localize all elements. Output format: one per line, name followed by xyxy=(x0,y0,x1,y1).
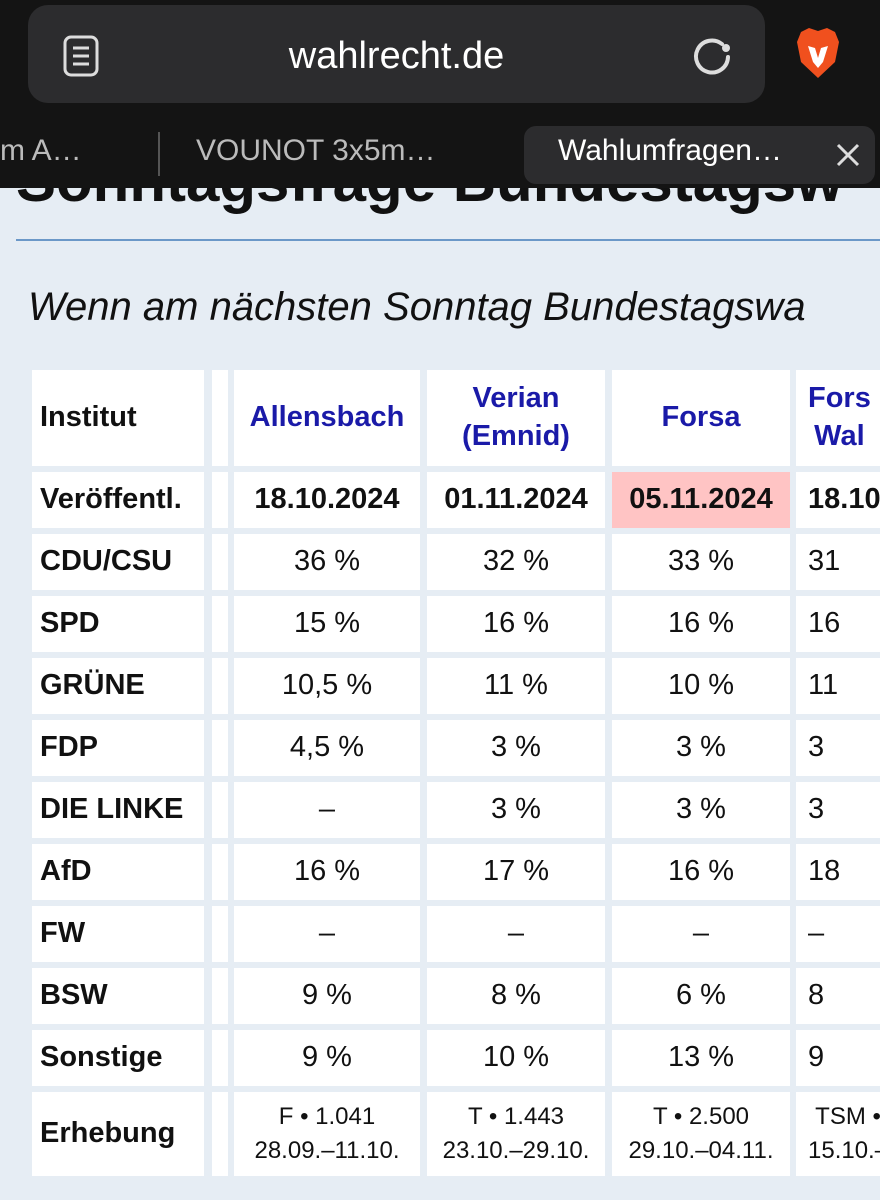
table-cell: 9 % xyxy=(234,968,420,1024)
table-cell: 10 % xyxy=(612,658,790,714)
table-cell: 8 xyxy=(796,968,880,1024)
table-cell: 3 % xyxy=(612,782,790,838)
browser-toolbar: wahlrecht.de m A… VOUNOT 3x5m… Wahlumfra… xyxy=(0,0,880,188)
table-cell: 10 % xyxy=(427,1030,605,1086)
spacer-cell xyxy=(212,370,228,466)
table-cell: 16 % xyxy=(612,596,790,652)
spacer-cell xyxy=(212,968,228,1024)
table-cell: – xyxy=(234,782,420,838)
reader-icon[interactable] xyxy=(62,34,100,78)
spacer-cell xyxy=(212,1030,228,1086)
table-cell: 10,5 % xyxy=(234,658,420,714)
active-tab[interactable]: Wahlumfragen… xyxy=(524,126,875,184)
column-header: Allensbach xyxy=(234,370,420,466)
table-cell: 31 xyxy=(796,534,880,590)
table-cell: TSM • 15.10.– xyxy=(796,1092,880,1176)
table-cell: T • 2.500 29.10.–04.11. xyxy=(612,1092,790,1176)
table-cell: F • 1.041 28.09.–11.10. xyxy=(234,1092,420,1176)
spacer-cell xyxy=(212,596,228,652)
row-label: Sonstige xyxy=(32,1030,204,1086)
table-cell: 18.10.2024 xyxy=(234,472,420,528)
table-cell: – xyxy=(612,906,790,962)
table-cell: 36 % xyxy=(234,534,420,590)
table-cell: 8 % xyxy=(427,968,605,1024)
heading-rule xyxy=(16,239,880,241)
url-text: wahlrecht.de xyxy=(288,35,505,77)
table-cell: 17 % xyxy=(427,844,605,900)
spacer-cell xyxy=(212,472,228,528)
table-cell: 11 xyxy=(796,658,880,714)
table-cell: 18 xyxy=(796,844,880,900)
tab[interactable]: VOUNOT 3x5m… xyxy=(196,134,436,167)
table-cell: 01.11.2024 xyxy=(427,472,605,528)
table-cell: 9 xyxy=(796,1030,880,1086)
table-cell: 15 % xyxy=(234,596,420,652)
row-label: AfD xyxy=(32,844,204,900)
table-cell: – xyxy=(427,906,605,962)
table-cell: – xyxy=(234,906,420,962)
spacer-cell xyxy=(212,658,228,714)
close-tab[interactable] xyxy=(834,141,862,169)
row-label: FW xyxy=(32,906,204,962)
table-cell: 3 % xyxy=(427,782,605,838)
row-label: BSW xyxy=(32,968,204,1024)
table-cell: 3 % xyxy=(427,720,605,776)
table-cell: 33 % xyxy=(612,534,790,590)
row-label: DIE LINKE xyxy=(32,782,204,838)
spacer-cell xyxy=(212,1092,228,1176)
spacer-cell xyxy=(212,534,228,590)
tab-separator xyxy=(158,132,160,176)
table-cell: 16 % xyxy=(427,596,605,652)
table-cell: T • 1.443 23.10.–29.10. xyxy=(427,1092,605,1176)
subtitle: Wenn am nächsten Sonntag Bundestagswa xyxy=(28,285,806,329)
row-label: FDP xyxy=(32,720,204,776)
brave-icon[interactable] xyxy=(793,26,843,80)
column-header: Forsa xyxy=(612,370,790,466)
tab[interactable]: m A… xyxy=(0,134,82,167)
table-cell: 3 xyxy=(796,782,880,838)
table-cell: 6 % xyxy=(612,968,790,1024)
table-cell: 16 % xyxy=(612,844,790,900)
spacer-cell xyxy=(212,782,228,838)
row-label: SPD xyxy=(32,596,204,652)
address-bar[interactable]: wahlrecht.de xyxy=(28,5,765,103)
table-cell: 3 % xyxy=(612,720,790,776)
row-label: GRÜNE xyxy=(32,658,204,714)
table-cell: 05.11.2024 xyxy=(612,472,790,528)
table-cell: 32 % xyxy=(427,534,605,590)
reload-button[interactable] xyxy=(688,33,736,81)
table-cell: 3 xyxy=(796,720,880,776)
table-cell: 13 % xyxy=(612,1030,790,1086)
column-header: Verian (Emnid) xyxy=(427,370,605,466)
tab-title: Wahlumfragen… xyxy=(558,134,782,167)
column-header: Fors Wal xyxy=(796,370,880,466)
spacer-cell xyxy=(212,906,228,962)
row-label: Veröffentl. xyxy=(32,472,204,528)
spacer-cell xyxy=(212,844,228,900)
table-cell: 18.10 xyxy=(796,472,880,528)
table-cell: 16 % xyxy=(234,844,420,900)
table-cell: 11 % xyxy=(427,658,605,714)
row-label: Erhebung xyxy=(32,1092,204,1176)
table-cell: – xyxy=(796,906,880,962)
table-cell: 16 xyxy=(796,596,880,652)
table-cell: 4,5 % xyxy=(234,720,420,776)
row-label: CDU/CSU xyxy=(32,534,204,590)
table-cell: 9 % xyxy=(234,1030,420,1086)
row-label: Institut xyxy=(32,370,204,466)
spacer-cell xyxy=(212,720,228,776)
